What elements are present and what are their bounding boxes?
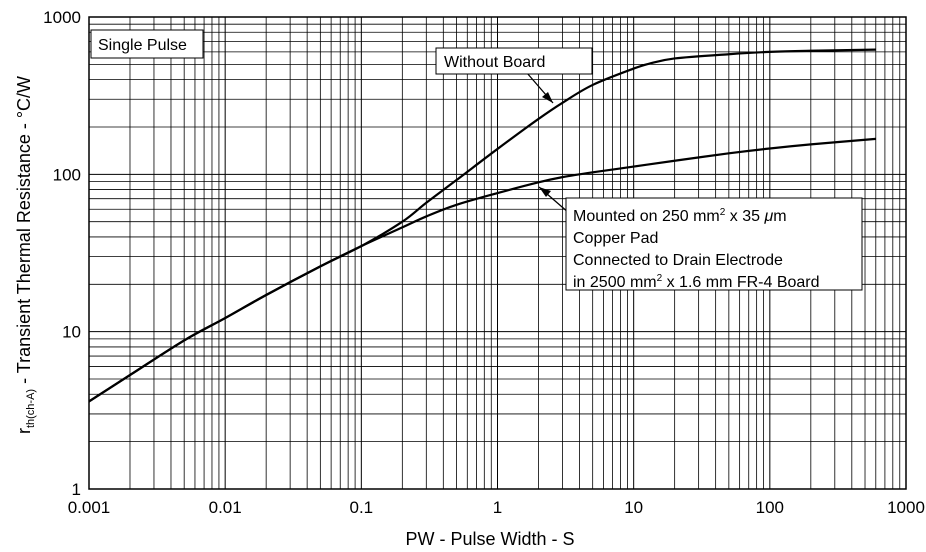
- series-lines: [88, 48, 876, 403]
- x-tick-label: 0.01: [209, 498, 242, 517]
- mounted-line-4: in 2500 mm2 x 1.6 mm FR-4 Board: [573, 273, 820, 291]
- tick-labels: 0.001 0.01 0.1 1 10 100 1000 1 10 100 1000: [43, 8, 925, 517]
- x-tick-label: 0.001: [68, 498, 111, 517]
- y-tick-label: 10: [62, 323, 81, 342]
- grid-lines: [88, 17, 906, 490]
- y-tick-label: 1000: [43, 8, 81, 27]
- without-board-callout: Without Board: [435, 47, 593, 104]
- y-tick-label: 100: [53, 165, 81, 184]
- single-pulse-note: Single Pulse: [90, 29, 204, 59]
- series-mounted-on-board: [88, 137, 876, 403]
- mounted-line-3: Connected to Drain Electrode: [573, 252, 783, 269]
- single-pulse-label: Single Pulse: [98, 37, 187, 54]
- x-tick-label: 1: [493, 498, 502, 517]
- mounted-line-2: Copper Pad: [573, 230, 658, 247]
- without-board-label: Without Board: [444, 54, 545, 71]
- y-axis-label: rth(ch-A) - Transient Thermal Resistance…: [14, 76, 37, 434]
- x-tick-label: 1000: [887, 498, 925, 517]
- mounted-line-1: Mounted on 250 mm2 x 35 μm: [573, 207, 787, 225]
- x-tick-label: 100: [756, 498, 784, 517]
- mounted-callout: Mounted on 250 mm2 x 35 μm Copper Pad Co…: [538, 186, 863, 291]
- x-axis-label: PW - Pulse Width - S: [405, 529, 574, 549]
- plot-frame: [88, 16, 907, 490]
- y-tick-label: 1: [72, 480, 81, 499]
- x-tick-label: 10: [624, 498, 643, 517]
- x-tick-label: 0.1: [350, 498, 374, 517]
